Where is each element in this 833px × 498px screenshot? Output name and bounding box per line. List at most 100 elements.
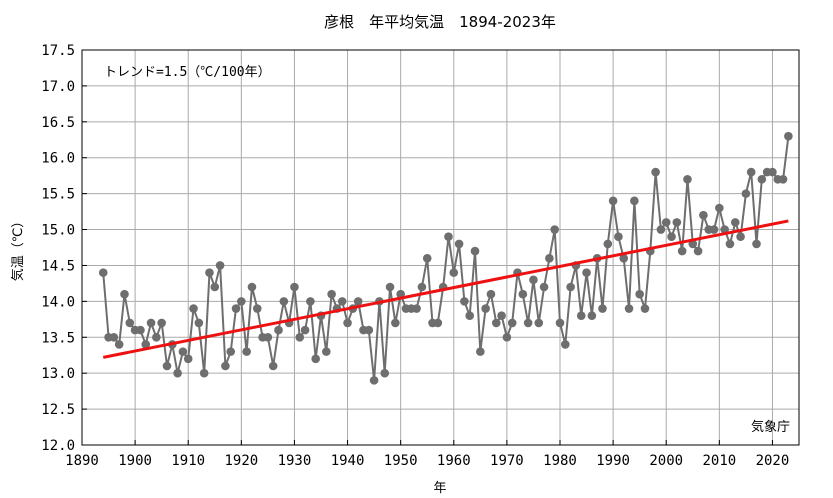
data-point: [730, 218, 740, 227]
data-point: [491, 318, 501, 328]
data-point: [555, 318, 565, 328]
temperature-line: [102, 136, 790, 381]
data-point: [210, 282, 220, 292]
data-point: [486, 289, 496, 299]
data-point: [152, 332, 161, 342]
data-point: [279, 297, 289, 306]
data-point: [614, 232, 623, 242]
data-point: [561, 340, 570, 349]
data-point: [369, 376, 379, 385]
data-point: [444, 232, 453, 242]
data-point: [454, 239, 464, 249]
data-point: [566, 282, 575, 292]
y-tick-label: 14.0: [41, 294, 75, 310]
x-tick-label: 1910: [171, 453, 205, 469]
data-point: [364, 325, 374, 335]
data-point: [183, 354, 193, 364]
x-tick-label: 2020: [756, 453, 790, 469]
x-tick-label: 2010: [702, 453, 736, 469]
data-point: [741, 189, 751, 198]
data-point: [656, 225, 666, 234]
data-point: [343, 318, 352, 328]
data-point: [300, 325, 310, 335]
credit-label: 気象庁: [751, 419, 790, 435]
chart-title: 彦根 年平均気温 1894-2023年: [324, 13, 556, 31]
data-point: [136, 325, 145, 335]
data-point: [784, 131, 793, 141]
y-tick-label: 17.5: [41, 43, 75, 59]
data-point: [252, 304, 262, 313]
y-axis-label: 気温（℃）: [10, 215, 26, 282]
plot-frame: [81, 49, 800, 446]
data-point: [433, 318, 443, 328]
data-point: [507, 318, 517, 328]
data-point: [502, 332, 512, 342]
data-point: [353, 297, 363, 306]
data-point: [576, 311, 586, 321]
data-point: [221, 361, 230, 371]
grid-lines: [82, 50, 799, 445]
data-point: [242, 347, 251, 356]
y-tick-label: 14.5: [41, 258, 75, 274]
data-point: [98, 268, 108, 277]
data-point: [226, 347, 236, 356]
data-point: [518, 289, 528, 299]
data-point: [529, 275, 538, 285]
data-point: [481, 304, 490, 313]
data-point: [237, 297, 246, 306]
data-point: [757, 174, 767, 184]
data-point: [125, 318, 135, 328]
data-point: [391, 318, 400, 328]
data-point: [422, 253, 432, 263]
data-point: [337, 297, 347, 306]
data-point: [497, 311, 506, 321]
data-point: [661, 218, 671, 227]
data-point: [290, 282, 299, 292]
data-point: [550, 225, 559, 234]
data-point: [247, 282, 257, 292]
data-point: [476, 347, 485, 356]
data-point: [598, 304, 607, 313]
data-point: [677, 246, 687, 256]
x-tick-label: 1900: [118, 453, 152, 469]
data-point: [587, 311, 597, 321]
data-point: [380, 368, 390, 378]
data-point: [189, 304, 198, 313]
x-tick-label: 1970: [490, 453, 524, 469]
data-point: [699, 210, 708, 220]
data-point: [768, 167, 777, 177]
data-point: [651, 167, 660, 177]
data-point: [534, 318, 544, 328]
data-point: [465, 311, 475, 321]
x-tick-label: 1940: [331, 453, 365, 469]
data-point: [667, 232, 676, 242]
trend-line-group: [102, 219, 789, 359]
data-point: [752, 239, 761, 249]
data-point: [322, 347, 331, 356]
x-axis-label: 年: [433, 481, 446, 496]
data-point: [417, 282, 427, 292]
data-point: [194, 318, 204, 328]
data-point: [268, 361, 278, 371]
data-point: [725, 239, 735, 249]
x-tick-label: 1960: [437, 453, 471, 469]
data-point: [523, 318, 533, 328]
data-point: [199, 368, 209, 378]
data-point: [385, 282, 395, 292]
data-point: [603, 239, 613, 249]
data-point: [545, 253, 554, 263]
data-point: [114, 340, 124, 349]
data-point: [412, 304, 421, 313]
x-tick-label: 1990: [596, 453, 630, 469]
data-point: [449, 268, 459, 277]
data-point: [608, 196, 618, 206]
data-point: [624, 304, 634, 313]
data-point: [327, 289, 336, 299]
y-axis: 12.0 12.5 13.0 13.5 14.0 14.5 15.0 15.5 16.0 16.5…: [41, 43, 87, 454]
data-point: [274, 325, 283, 335]
x-tick-label: 2000: [649, 453, 683, 469]
data-point: [778, 174, 788, 184]
data-point: [231, 304, 241, 313]
data-point: [746, 167, 756, 177]
